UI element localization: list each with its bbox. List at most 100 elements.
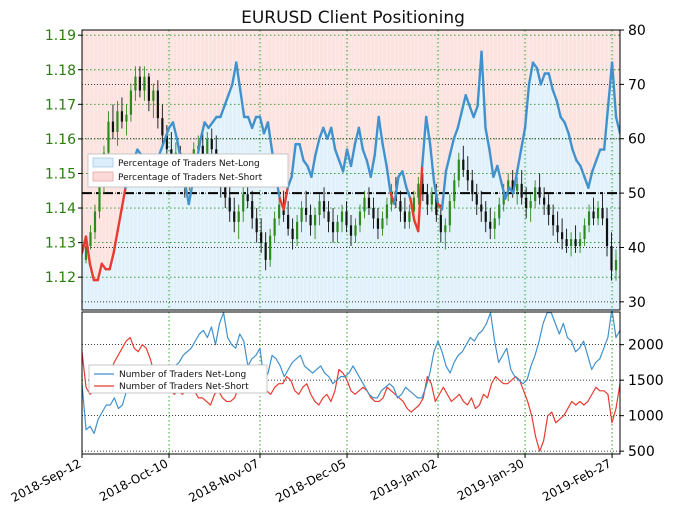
- candle-body: [511, 180, 514, 191]
- net-long-pct-segment: [563, 121, 570, 135]
- net-long-pct-segment: [595, 148, 602, 162]
- candle-body: [358, 211, 362, 226]
- x-axis-label: 2018-Sep-12: [9, 456, 84, 505]
- net-long-pct-segment: [515, 148, 523, 173]
- net-long-pct-segment: [235, 61, 242, 92]
- net-long-pct-segment: [239, 88, 246, 119]
- net-short-pct-segment: [84, 235, 92, 265]
- pct-axis-label: 80: [628, 23, 646, 39]
- legend-net-short-swatch: [92, 171, 114, 182]
- net-long-pct-segment: [610, 61, 618, 119]
- net-long-pct-segment: [480, 50, 487, 130]
- candle-body: [529, 201, 532, 209]
- pct-axis-label: 50: [628, 186, 646, 202]
- candle-body: [161, 118, 164, 136]
- candle-body: [462, 159, 465, 170]
- net-long-pct-segment: [472, 104, 479, 119]
- candle-body: [367, 197, 371, 209]
- net-long-pct-segment: [349, 142, 357, 168]
- net-long-pct-segment: [393, 175, 400, 206]
- candle-body: [457, 159, 460, 181]
- x-axis-label: 2019-Jan-30: [455, 456, 527, 503]
- candle-body: [309, 214, 312, 226]
- net-long-pct-segment: [219, 104, 226, 119]
- candle-body: [313, 214, 317, 226]
- candle-body: [475, 194, 478, 205]
- bottom-panel-frame: [81, 311, 621, 455]
- net-long-pct-segment: [171, 121, 179, 140]
- net-long-pct-segment: [361, 148, 369, 162]
- net-long-pct-segment: [246, 115, 254, 130]
- candle-body: [296, 221, 299, 240]
- candle-body: [565, 239, 568, 247]
- price-axis-label: 1.14: [45, 201, 76, 217]
- legend-net-short-pct-label: Percentage of Traders Net-Short: [118, 173, 263, 183]
- net-short-pct-segment: [120, 186, 127, 211]
- price-axis-label: 1.15: [45, 166, 76, 182]
- net-long-pct-segment: [314, 137, 321, 157]
- net-long-pct-segment: [519, 126, 527, 151]
- candle-body: [372, 208, 375, 219]
- net-long-pct-segment: [488, 148, 495, 178]
- candle-body: [331, 221, 335, 233]
- candle-body: [614, 259, 618, 271]
- candle-body: [592, 211, 595, 219]
- net-long-pct-segment: [444, 153, 452, 173]
- pct-axis-label: 30: [628, 295, 646, 311]
- net-long-pct-segment: [539, 72, 547, 86]
- net-long-pct-segment: [428, 142, 436, 184]
- net-long-pct-segment: [440, 170, 448, 211]
- net-long-pct-segment: [579, 164, 586, 178]
- candle-body: [120, 111, 124, 122]
- candle-body: [471, 180, 474, 195]
- candle-body: [246, 194, 249, 202]
- net-long-pct-segment: [456, 110, 463, 130]
- candle-body: [111, 121, 115, 132]
- pct-axis-label: 70: [628, 77, 646, 93]
- net-short-pct-segment: [116, 208, 123, 233]
- candle-body: [89, 232, 92, 247]
- net-long-pct-segment: [587, 170, 594, 189]
- net-long-pct-segment: [484, 126, 491, 151]
- candle-body: [421, 183, 424, 195]
- candle-body: [569, 239, 573, 247]
- price-axis-label: 1.13: [45, 236, 76, 252]
- net-long-pct-segment: [448, 137, 456, 157]
- candle-body: [147, 76, 150, 101]
- net-long-pct-segment: [555, 99, 562, 119]
- candle-body: [354, 225, 357, 236]
- legend-net-long-count-label: Number of Traders Net-Long: [119, 370, 246, 380]
- candle-body: [426, 194, 429, 205]
- candle-body: [435, 194, 438, 215]
- net-short-pct-segment: [88, 262, 96, 282]
- net-long-pct-segment: [385, 164, 392, 195]
- legend-net-short-count-label: Number of Traders Net-Short: [119, 382, 249, 392]
- candle-body: [403, 211, 406, 222]
- candle-body: [408, 211, 411, 222]
- count-axis-label: 1000: [628, 409, 664, 425]
- x-axis-label: 2018-Nov-07: [186, 456, 261, 505]
- net-long-pct-segment: [369, 153, 376, 178]
- price-axis-label: 1.12: [45, 270, 76, 286]
- net-long-pct-segment: [535, 66, 543, 86]
- candle-body: [165, 135, 168, 150]
- candle-body: [507, 180, 510, 191]
- net-long-pct-segment: [602, 104, 610, 151]
- net-long-pct-segment: [424, 115, 432, 146]
- candle-body: [552, 214, 555, 226]
- legend-net-long-swatch: [92, 157, 114, 168]
- net-long-pct-segment: [571, 148, 578, 162]
- candle-body: [493, 218, 496, 229]
- candle-body: [601, 208, 604, 219]
- candle-body: [399, 201, 402, 212]
- candle-body: [534, 187, 537, 202]
- net-long-pct-segment: [468, 104, 475, 119]
- candle-body: [264, 242, 267, 260]
- candle-body: [363, 197, 366, 212]
- count-axis-label: 1500: [628, 373, 664, 389]
- net-long-pct-segment: [405, 186, 412, 200]
- price-axis-label: 1.17: [45, 97, 76, 113]
- net-short-pct-segment: [112, 229, 119, 255]
- candle-body: [520, 183, 523, 198]
